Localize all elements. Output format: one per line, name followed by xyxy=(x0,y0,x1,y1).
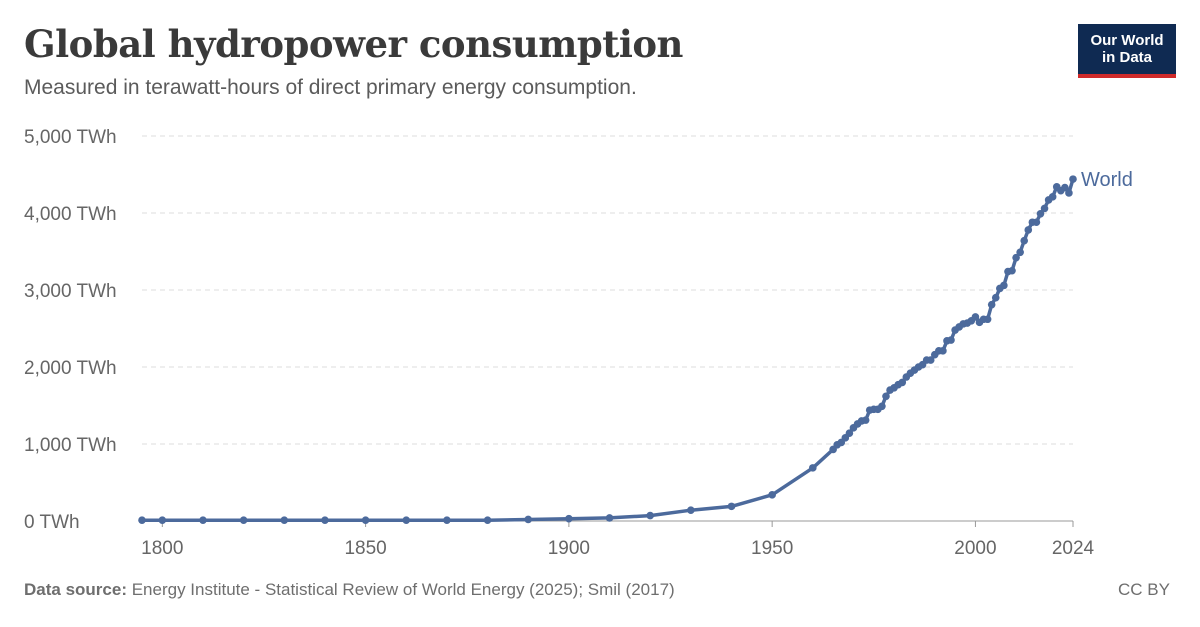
logo-line-1: Our World xyxy=(1090,32,1164,49)
data-point[interactable] xyxy=(882,392,890,401)
chart-title: Global hydropower consumption xyxy=(24,22,683,66)
data-point[interactable] xyxy=(1012,253,1020,262)
grid-lines xyxy=(142,135,1073,445)
data-point[interactable] xyxy=(991,293,1000,302)
data-source-label: Data source: xyxy=(24,580,127,599)
data-point[interactable] xyxy=(199,516,207,525)
y-tick-label: 0 TWh xyxy=(24,512,80,533)
series-line-world[interactable] xyxy=(140,177,1075,522)
data-point[interactable] xyxy=(1040,204,1049,213)
y-tick-label: 4,000 TWh xyxy=(24,204,117,225)
data-point[interactable] xyxy=(605,514,614,522)
data-point[interactable] xyxy=(1008,266,1016,275)
data-point[interactable] xyxy=(926,356,935,364)
data-point[interactable] xyxy=(1032,218,1041,227)
x-tick-label: 2024 xyxy=(1052,538,1095,559)
data-point[interactable] xyxy=(947,336,955,344)
y-axis-ticks: 0 TWh 1,000 TWh 2,000 TWh 3,000 TWh 4,000 TW… xyxy=(24,127,117,533)
data-point[interactable] xyxy=(1069,175,1077,183)
data-point[interactable] xyxy=(1061,183,1069,192)
data-point[interactable] xyxy=(687,506,695,515)
data-point[interactable] xyxy=(878,402,886,411)
x-axis: 1800 1850 1900 1950 2000 2024 xyxy=(141,520,1095,559)
data-point[interactable] xyxy=(483,516,492,525)
data-point[interactable] xyxy=(898,378,907,387)
data-point[interactable] xyxy=(809,464,817,472)
data-point[interactable] xyxy=(845,429,854,438)
x-tick-label: 2000 xyxy=(954,538,996,559)
series-label-world[interactable]: World xyxy=(1081,169,1133,191)
data-point[interactable] xyxy=(138,516,146,525)
data-point[interactable] xyxy=(727,502,736,511)
data-point[interactable] xyxy=(861,416,870,424)
data-point[interactable] xyxy=(524,515,533,524)
data-point[interactable] xyxy=(987,300,996,309)
data-point[interactable] xyxy=(646,511,654,520)
data-point[interactable] xyxy=(1000,281,1008,290)
data-point[interactable] xyxy=(1024,226,1033,234)
data-point[interactable] xyxy=(443,516,451,525)
data-point[interactable] xyxy=(402,516,411,525)
y-tick-label: 2,000 TWh xyxy=(24,358,117,379)
data-point[interactable] xyxy=(280,516,289,525)
data-point[interactable] xyxy=(158,516,167,525)
chart-subtitle: Measured in terawatt-hours of direct pri… xyxy=(24,76,637,99)
data-source: Data source: Energy Institute - Statisti… xyxy=(24,580,675,600)
data-point[interactable] xyxy=(361,516,370,525)
x-tick-label: 1950 xyxy=(751,538,793,559)
data-point[interactable] xyxy=(1020,236,1029,245)
data-point[interactable] xyxy=(768,491,776,499)
data-point[interactable] xyxy=(939,347,947,355)
series-world: World xyxy=(138,169,1133,525)
data-point[interactable] xyxy=(1016,248,1024,257)
data-point[interactable] xyxy=(565,514,573,523)
x-tick-label: 1900 xyxy=(548,538,590,559)
y-tick-label: 3,000 TWh xyxy=(24,281,117,302)
data-point[interactable] xyxy=(1036,209,1045,218)
owid-logo[interactable]: Our World in Data xyxy=(1078,24,1176,78)
logo-line-2: in Data xyxy=(1101,49,1152,66)
data-point[interactable] xyxy=(971,313,980,321)
x-tick-label: 1800 xyxy=(141,538,183,559)
data-point[interactable] xyxy=(1065,189,1073,197)
data-point[interactable] xyxy=(239,516,248,525)
x-tick-label: 1850 xyxy=(344,538,386,559)
data-source-text[interactable]: Energy Institute - Statistical Review of… xyxy=(131,580,675,599)
license-link[interactable]: CC BY xyxy=(1118,580,1170,599)
data-point[interactable] xyxy=(321,516,329,525)
data-point[interactable] xyxy=(1048,193,1057,201)
y-tick-label: 5,000 TWh xyxy=(24,127,117,148)
y-tick-label: 1,000 TWh xyxy=(24,435,117,456)
data-point[interactable] xyxy=(983,315,992,324)
